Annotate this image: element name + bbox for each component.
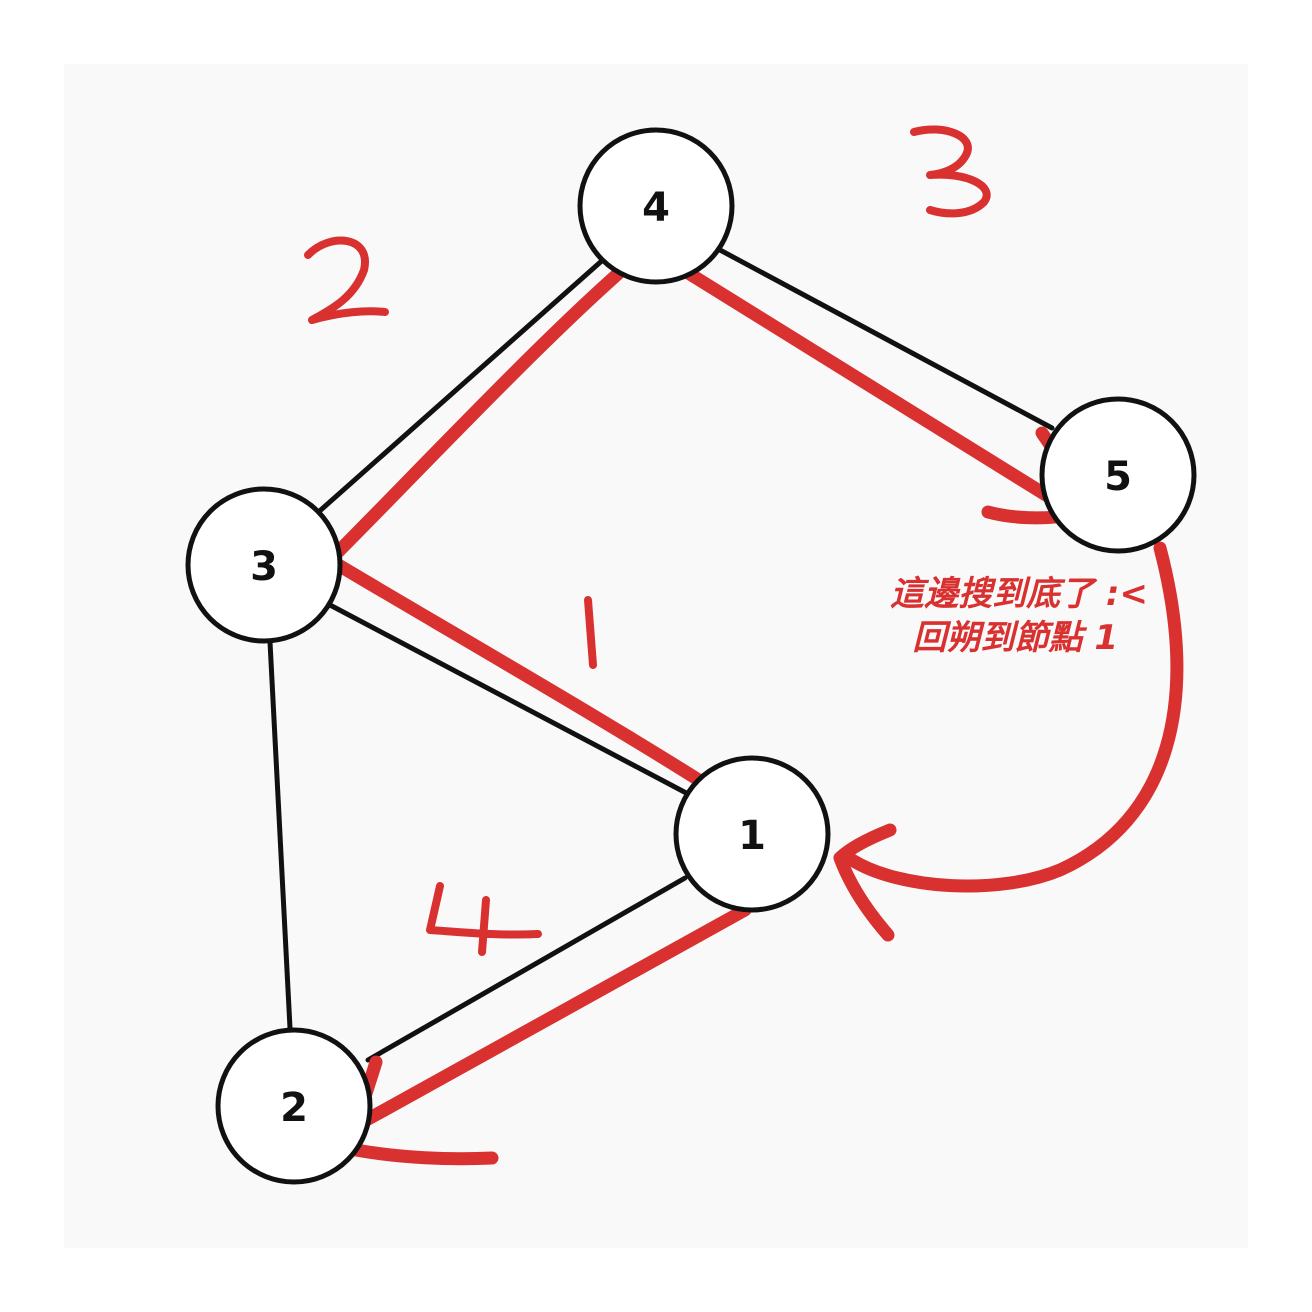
node-3-label: 3	[250, 544, 278, 590]
edge-3-2	[267, 639, 293, 1031]
node-1[interactable]: 1	[673, 755, 831, 913]
backtrack-arrowhead	[833, 823, 897, 942]
node-4[interactable]: 4	[577, 127, 735, 285]
path-3-to-4	[323, 241, 655, 567]
edge-4-5	[717, 247, 1055, 431]
path-4-to-5	[641, 241, 1069, 512]
node-5-label: 5	[1104, 454, 1132, 500]
path-1-to-3	[323, 553, 749, 815]
node-1-label: 1	[738, 813, 766, 859]
step-4-digit	[426, 882, 542, 956]
backtrack-5-to-1	[845, 541, 1184, 893]
edge-3-1	[327, 602, 693, 798]
node-2[interactable]: 2	[215, 1027, 373, 1185]
node-2-label: 2	[280, 1085, 308, 1131]
annotation-line-1: 這邊搜到底了 :<	[890, 574, 1148, 614]
edge-1-2	[365, 875, 688, 1063]
step-1-digit	[584, 596, 597, 669]
path-1-to-2	[345, 903, 752, 1135]
edge-4-3	[311, 255, 608, 519]
step-2-digit	[304, 236, 389, 324]
annotation-line-2: 回朔到節點 1	[912, 618, 1119, 658]
node-5[interactable]: 5	[1039, 396, 1197, 554]
node-4-label: 4	[642, 185, 670, 231]
node-3[interactable]: 3	[185, 486, 343, 644]
backtrack-annotation: 這邊搜到底了 :< 回朔到節點 1	[790, 572, 1148, 660]
step-3-digit	[910, 125, 991, 218]
